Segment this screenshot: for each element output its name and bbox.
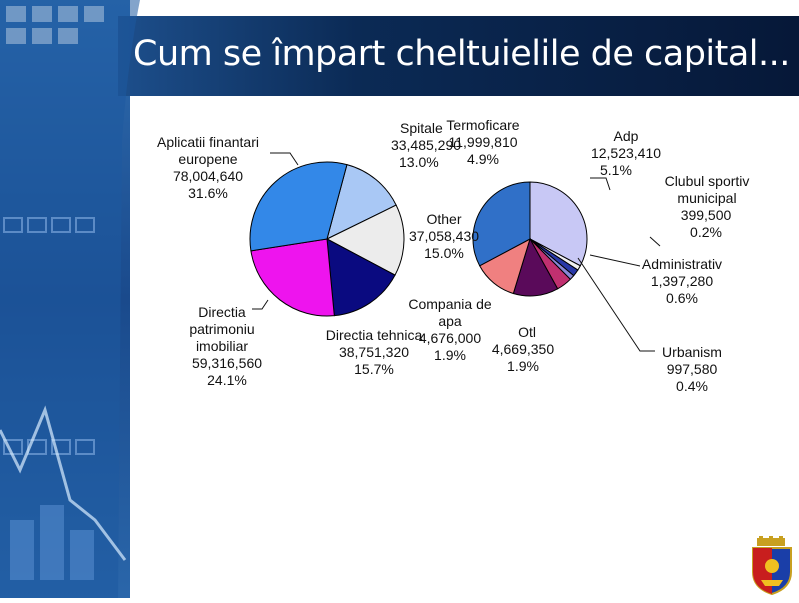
leader-line [270,152,299,166]
label-otl: Otl 4,669,350 1.9% [480,324,566,375]
label-patrimoniu-name: Directia patrimoniu imobiliar [189,304,255,354]
label-clubul-value: 399,500 [680,207,732,223]
label-termoficare-name: Termoficare [446,117,520,133]
label-directia-tehnica: Directia tehnica 38,751,320 15.7% [316,327,432,378]
label-otl-name: Otl [518,324,536,340]
label-aplicatii-percent: 31.6% [188,185,228,201]
label-other: Other 37,058,430 15.0% [400,211,488,262]
label-administrativ-name: Administrativ [641,256,723,272]
label-adp: Adp 12,523,410 5.1% [580,128,672,179]
leader-line [649,236,661,247]
pie-slice-other-pie1 [325,204,405,276]
label-aplicatii-name: Aplicatii finantari europene [157,134,259,167]
pie-slice-adp-pie2 [529,181,588,267]
pie-slice-aplicatii-finantari-europene-pie1 [249,161,348,252]
label-spitale-percent: 13.0% [399,154,439,170]
label-spitale: Spitale 33,485,290 13.0% [385,120,467,171]
label-administrativ-percent: 0.6% [666,290,698,306]
label-administrativ: Administrativ 1,397,280 0.6% [636,256,728,307]
label-tehnica-name: Directia tehnica [325,327,423,343]
label-urbanism-value: 997,580 [666,361,718,377]
label-aplicatii-value: 78,004,640 [172,168,244,184]
label-aplicatii: Aplicatii finantari europene 78,004,640 … [144,134,272,202]
label-apa-value: 4,676,000 [418,330,482,346]
label-spitale-name: Spitale [400,120,443,136]
pie-slice-directia-patrimoniu-imobiliar-pie1 [250,238,335,317]
leader-line [589,254,641,267]
label-other-name: Other [426,211,462,227]
label-adp-value: 12,523,410 [590,145,662,161]
label-clubul-name: Clubul sportiv municipal [664,173,750,206]
slide-title: Cum se împart cheltuielile de capital... [133,34,790,74]
label-compania-apa: Compania de apa 4,676,000 1.9% [402,296,498,364]
label-adp-name: Adp [613,128,639,144]
leader-line [590,177,611,191]
label-spitale-value: 33,485,290 [390,137,462,153]
pie-chart-other-breakdown [472,181,588,297]
leader-line [577,257,655,352]
label-clubul-percent: 0.2% [690,224,722,240]
label-other-percent: 15.0% [424,245,464,261]
label-adp-percent: 5.1% [600,162,632,178]
label-other-value: 37,058,430 [408,228,480,244]
leader-lines [252,152,661,352]
label-tehnica-value: 38,751,320 [338,344,410,360]
header-band [118,16,799,96]
label-directia-patrimoniu: Directia patrimoniu imobiliar 59,316,560… [172,304,282,389]
pie-chart-main [249,161,405,317]
leader-line [252,299,269,310]
label-apa-percent: 1.9% [434,347,466,363]
label-urbanism: Urbanism 997,580 0.4% [650,344,734,395]
label-termoficare-percent: 4.9% [467,151,499,167]
label-tehnica-percent: 15.7% [354,361,394,377]
city-coat-of-arms-logo [752,536,792,596]
label-apa-name: Compania de apa [408,296,492,329]
label-clubul-sportiv: Clubul sportiv municipal 399,500 0.2% [646,173,766,241]
label-administrativ-value: 1,397,280 [650,273,714,289]
pie-slice-termoficare-pie2 [472,181,531,267]
label-patrimoniu-value: 59,316,560 [191,355,263,371]
label-termoficare: Termoficare 11,999,810 4.9% [442,117,524,168]
pie-slice-spitale-pie1 [326,164,397,240]
pie-slice-directia-tehnica-pie1 [326,238,396,317]
label-otl-value: 4,669,350 [491,341,555,357]
label-urbanism-percent: 0.4% [676,378,708,394]
label-otl-percent: 1.9% [507,358,539,374]
label-urbanism-name: Urbanism [662,344,722,360]
label-patrimoniu-percent: 24.1% [207,372,247,388]
label-termoficare-value: 11,999,810 [448,134,518,150]
